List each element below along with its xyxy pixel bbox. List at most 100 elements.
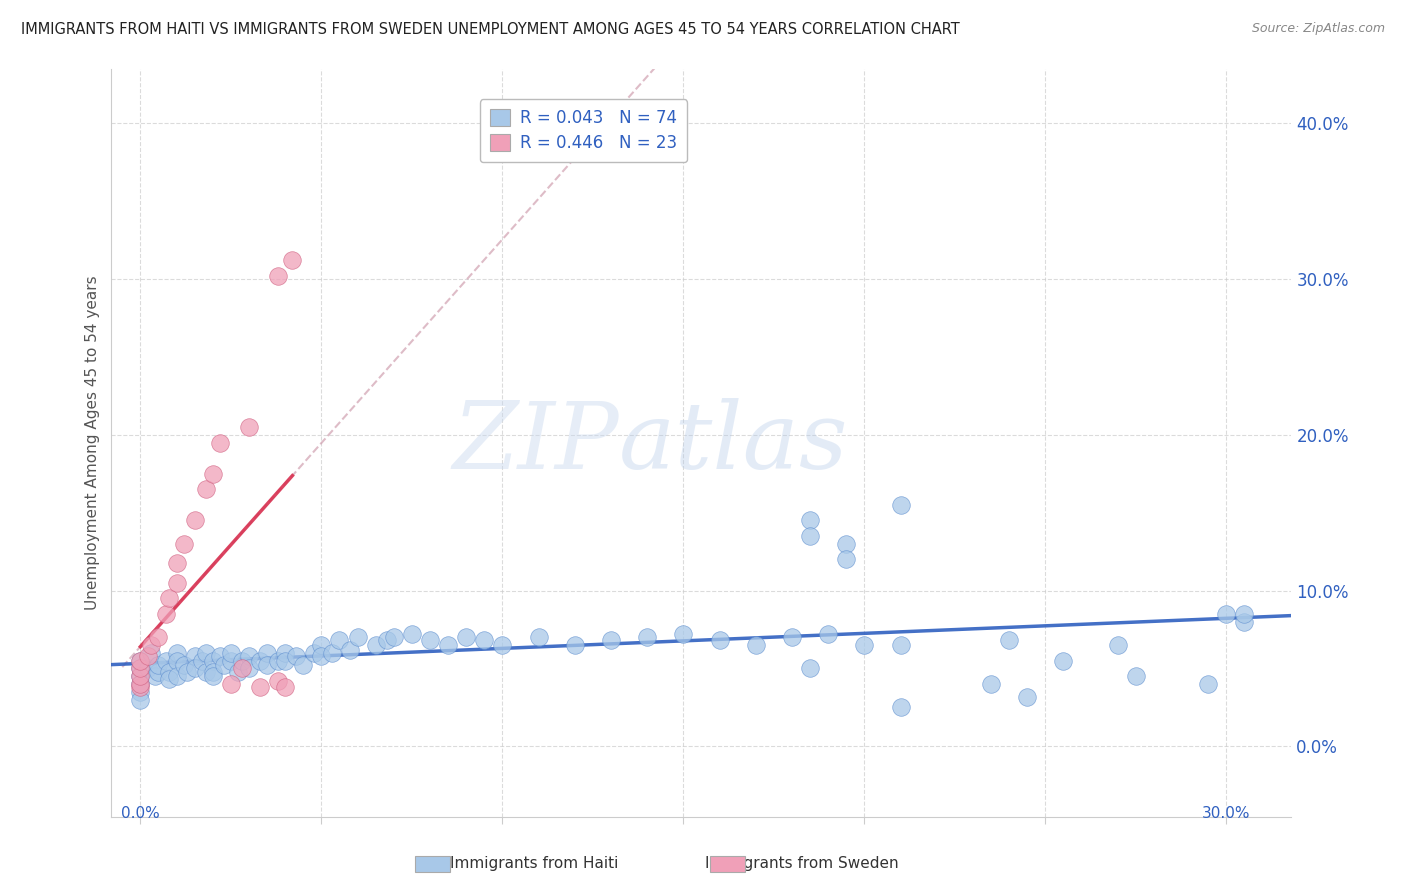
Point: [231, 661, 253, 675]
Point: [1125, 669, 1147, 683]
Point: [274, 646, 297, 660]
Point: [709, 633, 731, 648]
Point: [527, 630, 550, 644]
Point: [672, 627, 695, 641]
Point: [129, 669, 152, 683]
Point: [166, 575, 188, 590]
Point: [835, 552, 858, 566]
Point: [456, 630, 478, 644]
Point: [249, 654, 271, 668]
Point: [267, 673, 290, 688]
Point: [212, 658, 235, 673]
Point: [472, 633, 495, 648]
Point: [219, 654, 242, 668]
Point: [183, 648, 205, 663]
Point: [148, 665, 170, 679]
Point: [419, 633, 441, 648]
Legend: R = 0.043   N = 74, R = 0.446   N = 23: R = 0.043 N = 74, R = 0.446 N = 23: [479, 99, 688, 162]
Point: [136, 661, 159, 675]
Point: [155, 654, 177, 668]
Point: [980, 677, 1002, 691]
Point: [311, 638, 333, 652]
Point: [157, 665, 180, 679]
Point: [129, 661, 152, 675]
Point: [249, 680, 271, 694]
Point: [1215, 607, 1237, 621]
Point: [889, 700, 911, 714]
Point: [780, 630, 803, 644]
Text: Source: ZipAtlas.com: Source: ZipAtlas.com: [1251, 22, 1385, 36]
Point: [889, 638, 911, 652]
Point: [889, 498, 911, 512]
Point: [226, 665, 249, 679]
Point: [148, 658, 170, 673]
Point: [194, 646, 217, 660]
Point: [401, 627, 423, 641]
Point: [238, 420, 260, 434]
Point: [143, 669, 166, 683]
Point: [155, 607, 177, 621]
Point: [166, 669, 188, 683]
Point: [157, 673, 180, 687]
Text: atlas: atlas: [619, 398, 848, 488]
Point: [281, 253, 304, 268]
Text: 0.0%: 0.0%: [121, 806, 160, 821]
Point: [339, 642, 361, 657]
Text: IMMIGRANTS FROM HAITI VS IMMIGRANTS FROM SWEDEN UNEMPLOYMENT AMONG AGES 45 TO 54: IMMIGRANTS FROM HAITI VS IMMIGRANTS FROM…: [21, 22, 960, 37]
Point: [285, 648, 308, 663]
Point: [1107, 638, 1129, 652]
Point: [799, 529, 821, 543]
Point: [201, 654, 224, 668]
Point: [437, 638, 460, 652]
Point: [817, 627, 839, 641]
Point: [129, 669, 152, 683]
Point: [157, 591, 180, 606]
Point: [491, 638, 513, 652]
Point: [129, 654, 152, 668]
Point: [998, 633, 1021, 648]
Point: [208, 648, 231, 663]
Point: [274, 654, 297, 668]
Point: [183, 661, 205, 675]
Point: [375, 633, 398, 648]
Point: [129, 685, 152, 699]
Point: [1233, 607, 1256, 621]
Point: [183, 513, 205, 527]
Point: [564, 638, 586, 652]
Point: [267, 654, 290, 668]
Y-axis label: Unemployment Among Ages 45 to 54 years: Unemployment Among Ages 45 to 54 years: [86, 276, 100, 610]
Point: [292, 658, 315, 673]
Point: [311, 648, 333, 663]
Point: [799, 661, 821, 675]
Point: [201, 665, 224, 679]
Point: [238, 648, 260, 663]
Point: [194, 483, 217, 497]
Point: [256, 658, 278, 673]
Point: [1233, 615, 1256, 629]
Point: [328, 633, 350, 648]
Text: 30.0%: 30.0%: [1202, 806, 1250, 821]
Point: [141, 638, 163, 652]
Point: [129, 692, 152, 706]
Point: [231, 654, 253, 668]
Point: [176, 665, 198, 679]
Point: [173, 537, 195, 551]
Point: [194, 665, 217, 679]
Point: [129, 654, 152, 668]
Point: [1052, 654, 1074, 668]
Point: [129, 680, 152, 694]
Point: [148, 630, 170, 644]
Point: [1017, 690, 1039, 704]
Point: [166, 646, 188, 660]
Point: [219, 646, 242, 660]
Text: Immigrants from Sweden: Immigrants from Sweden: [704, 856, 898, 871]
Point: [256, 646, 278, 660]
Point: [1197, 677, 1219, 691]
Point: [600, 633, 623, 648]
Point: [636, 630, 658, 644]
Point: [267, 268, 290, 283]
Point: [129, 661, 152, 675]
Point: [136, 648, 159, 663]
Point: [208, 435, 231, 450]
Point: [382, 630, 405, 644]
